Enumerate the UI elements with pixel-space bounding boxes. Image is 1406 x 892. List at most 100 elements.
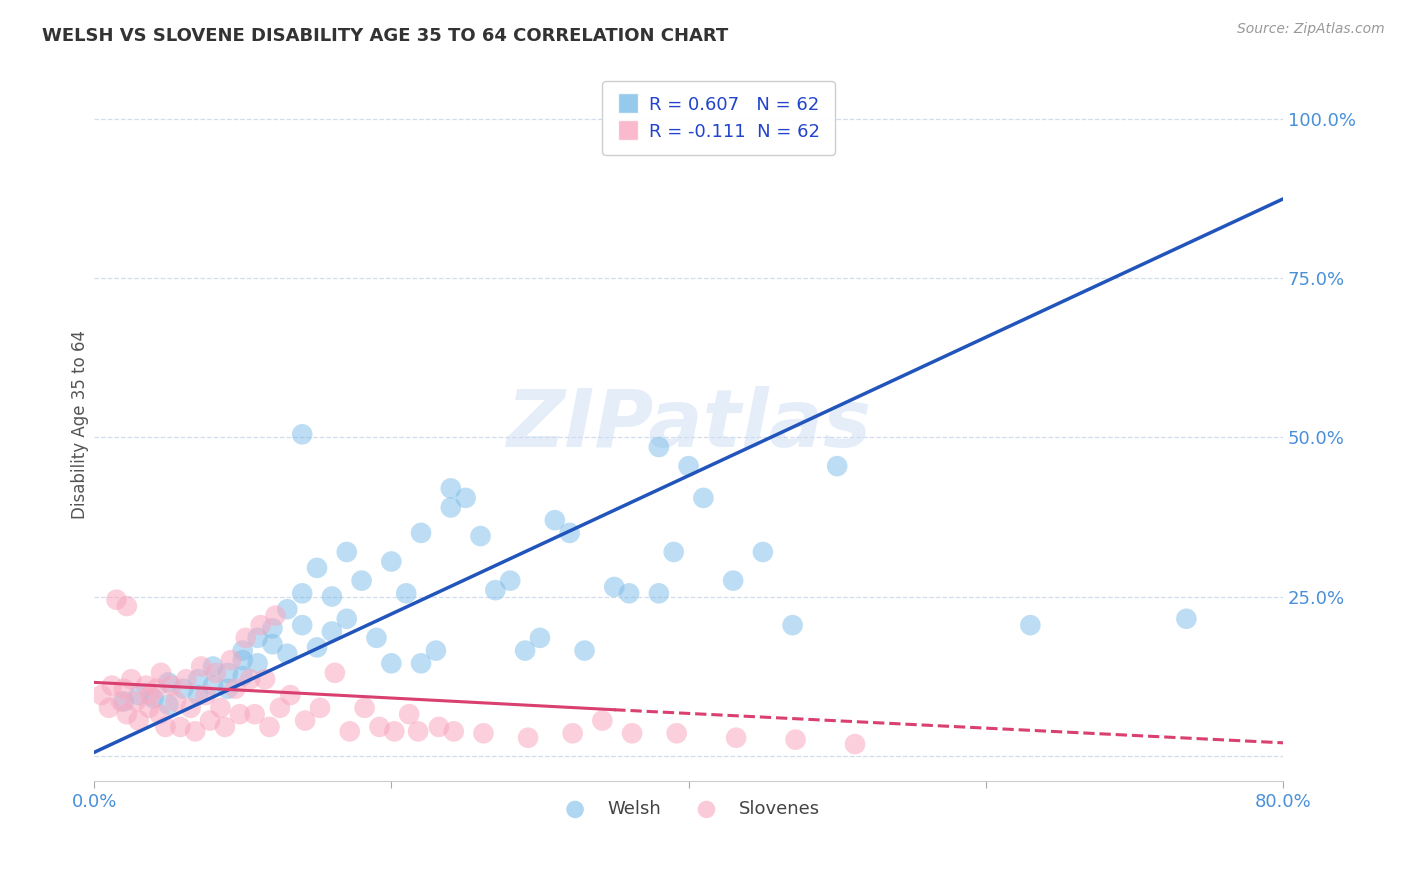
- Point: [125, 694, 148, 708]
- Point: [591, 714, 613, 728]
- Point: [155, 720, 177, 734]
- Point: [190, 659, 212, 673]
- Point: [339, 724, 361, 739]
- Point: [128, 714, 150, 728]
- Point: [142, 691, 165, 706]
- Point: [323, 665, 346, 680]
- Point: [246, 657, 269, 671]
- Point: [336, 612, 359, 626]
- Point: [484, 583, 506, 598]
- Point: [202, 659, 225, 673]
- Point: [305, 561, 328, 575]
- Point: [249, 618, 271, 632]
- Point: [621, 726, 644, 740]
- Point: [395, 586, 418, 600]
- Point: [253, 672, 276, 686]
- Point: [112, 694, 135, 708]
- Point: [276, 602, 298, 616]
- Point: [291, 427, 314, 442]
- Point: [291, 586, 314, 600]
- Point: [209, 701, 232, 715]
- Y-axis label: Disability Age 35 to 64: Disability Age 35 to 64: [72, 330, 89, 519]
- Point: [353, 701, 375, 715]
- Point: [409, 657, 432, 671]
- Point: [366, 631, 388, 645]
- Point: [603, 580, 626, 594]
- Point: [350, 574, 373, 588]
- Point: [269, 701, 291, 715]
- Text: Source: ZipAtlas.com: Source: ZipAtlas.com: [1237, 22, 1385, 37]
- Point: [409, 525, 432, 540]
- Point: [561, 726, 583, 740]
- Point: [291, 618, 314, 632]
- Point: [184, 724, 207, 739]
- Point: [135, 679, 157, 693]
- Point: [648, 586, 671, 600]
- Point: [368, 720, 391, 734]
- Point: [558, 525, 581, 540]
- Point: [692, 491, 714, 505]
- Point: [782, 618, 804, 632]
- Point: [294, 714, 316, 728]
- Point: [440, 500, 463, 515]
- Point: [259, 720, 281, 734]
- Point: [229, 707, 252, 722]
- Legend: Welsh, Slovenes: Welsh, Slovenes: [550, 793, 827, 825]
- Point: [648, 440, 671, 454]
- Point: [544, 513, 567, 527]
- Point: [517, 731, 540, 745]
- Point: [425, 643, 447, 657]
- Point: [472, 726, 495, 740]
- Point: [243, 707, 266, 722]
- Point: [115, 599, 138, 613]
- Point: [678, 459, 700, 474]
- Point: [187, 672, 209, 686]
- Point: [825, 459, 848, 474]
- Point: [205, 665, 228, 680]
- Point: [232, 669, 254, 683]
- Point: [157, 698, 180, 712]
- Point: [101, 679, 124, 693]
- Point: [499, 574, 522, 588]
- Point: [305, 640, 328, 655]
- Point: [1175, 612, 1198, 626]
- Point: [172, 681, 194, 696]
- Point: [529, 631, 551, 645]
- Point: [110, 694, 132, 708]
- Point: [187, 688, 209, 702]
- Point: [98, 701, 121, 715]
- Point: [180, 701, 202, 715]
- Point: [665, 726, 688, 740]
- Point: [224, 681, 246, 696]
- Point: [214, 720, 236, 734]
- Point: [202, 679, 225, 693]
- Point: [115, 707, 138, 722]
- Point: [169, 720, 191, 734]
- Point: [725, 731, 748, 745]
- Point: [165, 694, 187, 708]
- Point: [382, 724, 405, 739]
- Point: [150, 665, 173, 680]
- Point: [112, 681, 135, 696]
- Point: [309, 701, 332, 715]
- Point: [276, 647, 298, 661]
- Point: [398, 707, 420, 722]
- Text: WELSH VS SLOVENE DISABILITY AGE 35 TO 64 CORRELATION CHART: WELSH VS SLOVENE DISABILITY AGE 35 TO 64…: [42, 27, 728, 45]
- Point: [232, 643, 254, 657]
- Point: [174, 672, 197, 686]
- Point: [406, 724, 429, 739]
- Point: [1019, 618, 1042, 632]
- Point: [219, 653, 242, 667]
- Point: [617, 586, 640, 600]
- Point: [321, 590, 343, 604]
- Point: [157, 675, 180, 690]
- Point: [427, 720, 450, 734]
- Text: ZIPatlas: ZIPatlas: [506, 385, 872, 464]
- Point: [785, 732, 807, 747]
- Point: [90, 688, 112, 702]
- Point: [336, 545, 359, 559]
- Point: [239, 672, 262, 686]
- Point: [264, 608, 287, 623]
- Point: [440, 482, 463, 496]
- Point: [160, 679, 183, 693]
